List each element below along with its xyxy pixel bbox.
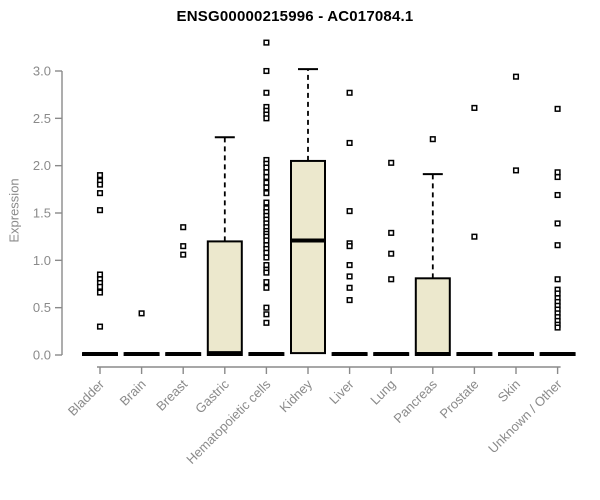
outlier-point-hematopoietic-cells bbox=[263, 89, 270, 96]
outlier-point-hematopoietic-cells bbox=[263, 304, 270, 311]
outlier-point-bladder bbox=[96, 190, 104, 197]
y-tick-label: 3.0 bbox=[33, 63, 51, 78]
outlier-point-unknown-other bbox=[554, 105, 561, 112]
outlier-point-lung bbox=[388, 159, 395, 166]
outlier-point-bladder bbox=[96, 172, 104, 179]
outlier-point-liver bbox=[346, 208, 353, 215]
outlier-point-unknown-other bbox=[554, 191, 561, 199]
outlier-point-liver bbox=[346, 262, 353, 269]
outlier-point-hematopoietic-cells bbox=[263, 262, 270, 269]
x-category-label: Brain bbox=[117, 377, 149, 409]
outlier-point-hematopoietic-cells bbox=[263, 173, 270, 181]
outlier-point-hematopoietic-cells bbox=[263, 311, 270, 318]
x-category-label: Bladder bbox=[65, 376, 108, 419]
outlier-point-liver bbox=[346, 89, 353, 96]
y-tick-label: 1.0 bbox=[33, 253, 51, 268]
box-pancreas bbox=[414, 277, 451, 356]
outlier-point-liver bbox=[346, 243, 353, 250]
outlier-point-skin bbox=[512, 167, 520, 174]
y-tick-label: 2.0 bbox=[33, 158, 51, 173]
outlier-point-unknown-other bbox=[554, 242, 561, 249]
outlier-point-hematopoietic-cells bbox=[263, 179, 270, 186]
outlier-point-hematopoietic-cells bbox=[263, 199, 270, 206]
outlier-point-lung bbox=[388, 250, 395, 257]
x-category-label: Pancreas bbox=[390, 376, 440, 426]
outlier-point-liver bbox=[346, 273, 353, 280]
x-category-label: Prostate bbox=[437, 377, 482, 422]
chart-title: ENSG00000215996 - AC017084.1 bbox=[176, 8, 414, 25]
outlier-point-bladder bbox=[96, 289, 104, 296]
outlier-point-liver bbox=[346, 284, 353, 291]
outlier-point-bladder bbox=[96, 323, 104, 330]
box-gastric bbox=[206, 240, 243, 356]
outlier-point-hematopoietic-cells bbox=[263, 164, 270, 171]
outlier-point-hematopoietic-cells bbox=[263, 190, 270, 197]
x-category-label: Unknown / Other bbox=[485, 376, 565, 456]
box-kidney bbox=[290, 159, 326, 355]
outlier-point-hematopoietic-cells bbox=[263, 67, 270, 75]
outlier-point-unknown-other bbox=[554, 324, 561, 331]
outlier-point-hematopoietic-cells bbox=[263, 279, 270, 286]
outlier-point-hematopoietic-cells bbox=[263, 269, 270, 276]
outlier-point-bladder bbox=[96, 283, 104, 290]
outlier-point-skin bbox=[512, 73, 520, 80]
outlier-point-hematopoietic-cells bbox=[263, 39, 270, 46]
outlier-point-hematopoietic-cells bbox=[263, 237, 270, 244]
outlier-point-breast bbox=[180, 243, 187, 250]
outlier-point-brain bbox=[138, 310, 145, 317]
x-category-label: Liver bbox=[326, 376, 357, 407]
x-category-label: Skin bbox=[495, 377, 523, 405]
y-tick-label: 1.5 bbox=[33, 205, 51, 220]
outlier-point-pancreas bbox=[429, 136, 436, 143]
outlier-point-bladder bbox=[96, 207, 104, 214]
x-category-label: Breast bbox=[153, 376, 190, 413]
y-tick-label: 0.0 bbox=[33, 348, 51, 363]
outlier-point-lung bbox=[388, 276, 395, 283]
outlier-point-unknown-other bbox=[554, 173, 561, 181]
outlier-point-prostate bbox=[471, 104, 478, 111]
outlier-point-hematopoietic-cells bbox=[263, 184, 270, 191]
x-category-label: Gastric bbox=[192, 376, 232, 416]
outlier-point-liver bbox=[346, 297, 353, 304]
outlier-point-prostate bbox=[471, 233, 478, 240]
outlier-point-hematopoietic-cells bbox=[263, 254, 270, 261]
outlier-point-hematopoietic-cells bbox=[263, 169, 270, 176]
outlier-point-hematopoietic-cells bbox=[263, 115, 270, 122]
outlier-point-unknown-other bbox=[554, 220, 561, 227]
outlier-point-breast bbox=[180, 251, 187, 258]
outlier-point-liver bbox=[346, 139, 353, 146]
y-tick-label: 0.5 bbox=[33, 300, 51, 315]
outlier-point-lung bbox=[388, 229, 395, 236]
x-category-label: Kidney bbox=[276, 376, 315, 415]
outlier-point-hematopoietic-cells bbox=[263, 284, 270, 291]
outlier-point-hematopoietic-cells bbox=[263, 319, 270, 326]
x-category-label: Lung bbox=[367, 377, 398, 408]
y-tick-label: 2.5 bbox=[33, 111, 51, 126]
outlier-point-breast bbox=[180, 224, 187, 231]
outlier-point-unknown-other bbox=[554, 290, 561, 297]
outlier-point-bladder bbox=[96, 271, 104, 278]
outlier-point-unknown-other bbox=[554, 276, 561, 283]
outlier-point-bladder bbox=[96, 181, 104, 188]
outlier-point-unknown-other bbox=[554, 169, 561, 176]
outlier-point-hematopoietic-cells bbox=[263, 249, 270, 256]
